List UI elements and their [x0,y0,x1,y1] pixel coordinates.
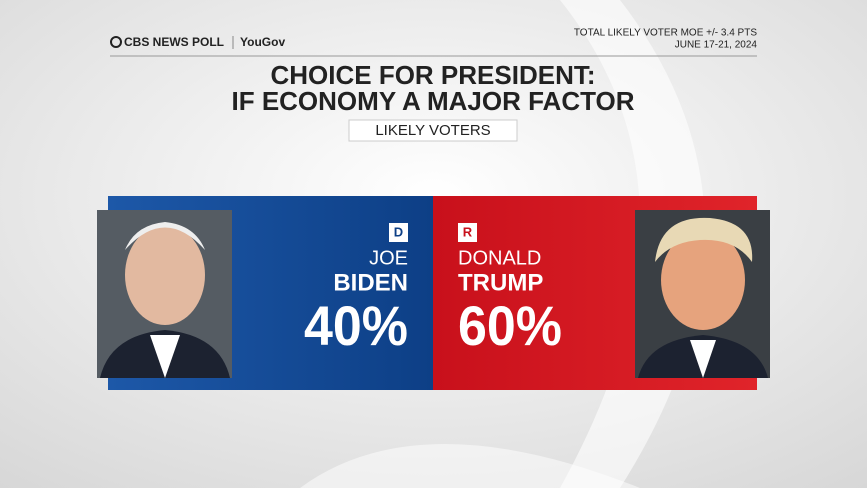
last-name: BIDEN [333,269,408,296]
subtitle-box [348,119,518,142]
subtitle: LIKELY VOTERS [375,122,490,139]
title-line: CHOICE FOR PRESIDENT: [270,60,595,90]
party: D [394,224,403,239]
share: 40% [304,294,408,357]
last-name: TRUMP [458,269,543,296]
party-badge [389,223,408,242]
swoosh [300,444,640,488]
first-name: JOE [369,247,408,269]
cbs-eye [110,36,122,48]
trump-photo [635,210,770,378]
first-name: DONALD [458,247,541,269]
dates: JUNE 17-21, 2024 [675,40,758,51]
biden-photo [97,210,232,378]
party-badge [458,223,477,242]
title-line: IF ECONOMY A MAJOR FACTOR [231,86,634,116]
share: 60% [458,294,562,357]
party: R [463,224,473,239]
brand: CBS NEWS POLL [124,35,224,49]
moe: TOTAL LIKELY VOTER MOE +/- 3.4 PTS [574,28,757,39]
partner: YouGov [240,35,285,49]
